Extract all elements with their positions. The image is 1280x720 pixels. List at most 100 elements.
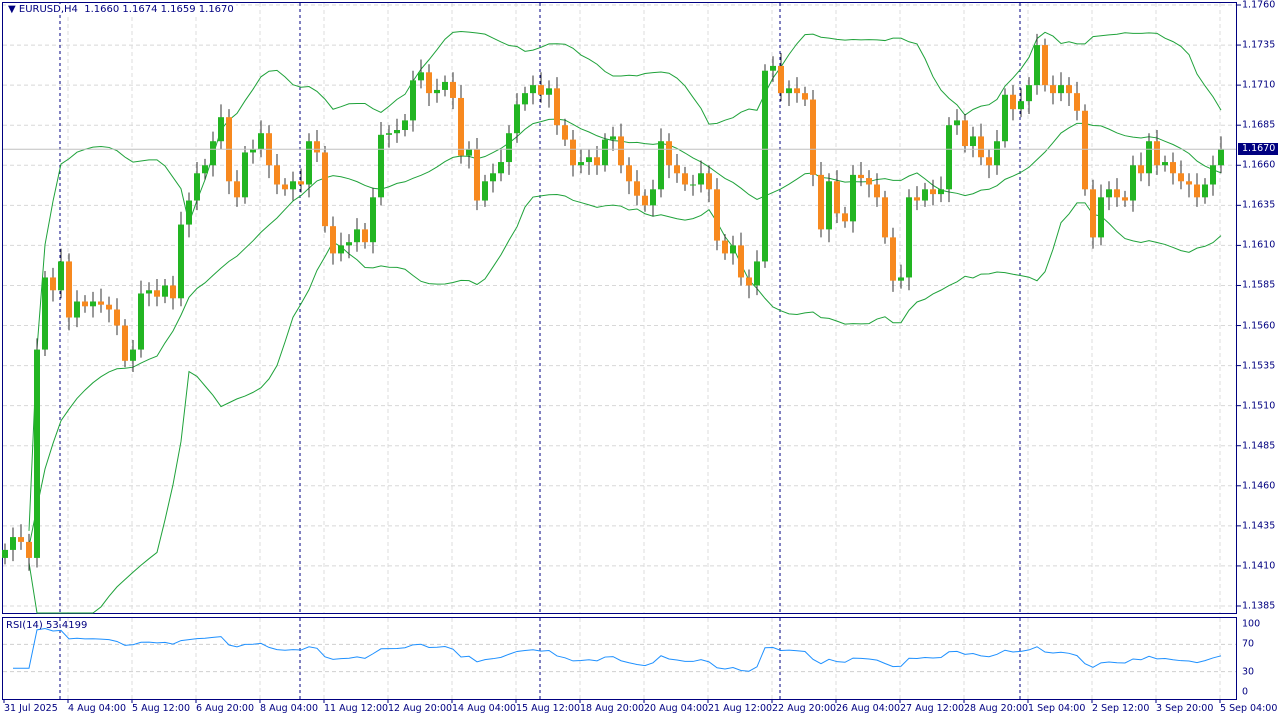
bull-candle (754, 261, 760, 286)
bull-candle (466, 149, 472, 156)
price-chart-panel[interactable] (2, 2, 1237, 614)
bull-candle (498, 162, 504, 174)
bull-candle (1210, 165, 1216, 185)
bear-candle (1154, 141, 1160, 166)
bear-candle (234, 181, 240, 198)
price-label: 1.1660 (1242, 159, 1276, 171)
bull-candle (2, 549, 8, 558)
bear-candle (170, 285, 176, 299)
bull-candle (210, 141, 216, 166)
bear-candle (746, 277, 752, 286)
bull-candle (762, 70, 768, 262)
bull-candle (346, 242, 352, 246)
bull-candle (906, 197, 912, 278)
bull-candle (530, 85, 536, 94)
bear-candle (986, 157, 992, 166)
time-label: 27 Aug 12:00 (900, 703, 965, 714)
bull-candle (578, 162, 584, 166)
bull-candle (434, 89, 440, 94)
bear-candle (834, 181, 840, 214)
bull-candle (10, 537, 16, 550)
price-label: 1.1485 (1242, 440, 1276, 452)
bull-candle (58, 261, 64, 291)
time-label: 3 Sep 20:00 (1156, 703, 1214, 714)
time-label: 11 Aug 12:00 (324, 703, 389, 714)
price-label: 1.1760 (1242, 0, 1276, 11)
bear-candle (594, 157, 600, 166)
rsi-level-label: 70 (1242, 638, 1255, 650)
bull-candle (1098, 197, 1104, 238)
bull-candle (218, 117, 224, 142)
bull-candle (954, 120, 960, 126)
bear-candle (106, 304, 112, 310)
bull-candle (370, 197, 376, 243)
bull-candle (698, 173, 704, 185)
bear-candle (362, 229, 368, 243)
bull-candle (1058, 85, 1064, 94)
bull-candle (242, 152, 248, 198)
bull-candle (1018, 101, 1024, 110)
price-label: 1.1560 (1242, 320, 1276, 332)
bear-candle (554, 88, 560, 126)
bear-candle (450, 81, 456, 98)
bear-candle (114, 309, 120, 326)
time-label: 6 Aug 20:00 (196, 703, 255, 714)
chart-title: ▼ EURUSD,H4 1.1660 1.1674 1.1659 1.1670 (6, 4, 236, 15)
price-label: 1.1685 (1242, 119, 1276, 131)
bull-candle (1106, 189, 1112, 198)
bear-candle (1194, 184, 1200, 198)
bull-candle (610, 136, 616, 140)
bull-candle (970, 136, 976, 147)
bear-candle (570, 139, 576, 166)
bear-candle (978, 136, 984, 158)
bear-candle (282, 184, 288, 190)
time-label: 22 Aug 20:00 (772, 703, 837, 714)
time-label: 28 Aug 20:00 (964, 703, 1029, 714)
bull-candle (410, 80, 416, 121)
bull-candle (826, 181, 832, 230)
bull-candle (514, 104, 520, 134)
bear-candle (26, 541, 32, 558)
bear-candle (1090, 189, 1096, 238)
bull-candle (1130, 165, 1136, 201)
bear-candle (914, 197, 920, 201)
rsi-level-label: 100 (1242, 618, 1261, 630)
bull-candle (994, 141, 1000, 166)
bull-candle (922, 189, 928, 201)
bull-candle (338, 245, 344, 254)
time-label: 2 Sep 12:00 (1092, 703, 1150, 714)
bull-candle (130, 349, 136, 361)
price-label: 1.1460 (1242, 480, 1276, 492)
price-label: 1.1585 (1242, 279, 1276, 291)
bull-candle (586, 157, 592, 163)
time-label: 5 Sep 04:00 (1220, 703, 1278, 714)
bull-candle (650, 189, 656, 206)
price-label: 1.1635 (1242, 199, 1276, 211)
bull-candle (162, 285, 168, 297)
bear-candle (706, 173, 712, 190)
bollinger-lower (28, 193, 1222, 614)
bear-candle (858, 174, 864, 179)
bull-candle (938, 189, 944, 195)
bear-candle (930, 189, 936, 195)
rsi-panel[interactable] (2, 617, 1237, 700)
bear-candle (538, 85, 544, 95)
time-label: 14 Aug 04:00 (452, 703, 517, 714)
time-label: 8 Aug 04:00 (260, 703, 319, 714)
bear-candle (810, 99, 816, 175)
bull-candle (178, 224, 184, 299)
bear-candle (866, 178, 872, 185)
time-label: 31 Jul 2025 (4, 703, 58, 714)
bull-candle (290, 181, 296, 190)
bull-candle (394, 130, 400, 134)
bull-candle (146, 290, 152, 294)
time-label: 26 Aug 04:00 (836, 703, 901, 714)
bear-candle (18, 537, 24, 542)
bear-candle (874, 184, 880, 198)
bear-candle (314, 141, 320, 153)
bear-candle (674, 165, 680, 174)
collapse-triangle-icon[interactable]: ▼ (8, 4, 16, 15)
bear-candle (1082, 110, 1088, 190)
bear-candle (66, 261, 72, 318)
bear-candle (1186, 181, 1192, 185)
